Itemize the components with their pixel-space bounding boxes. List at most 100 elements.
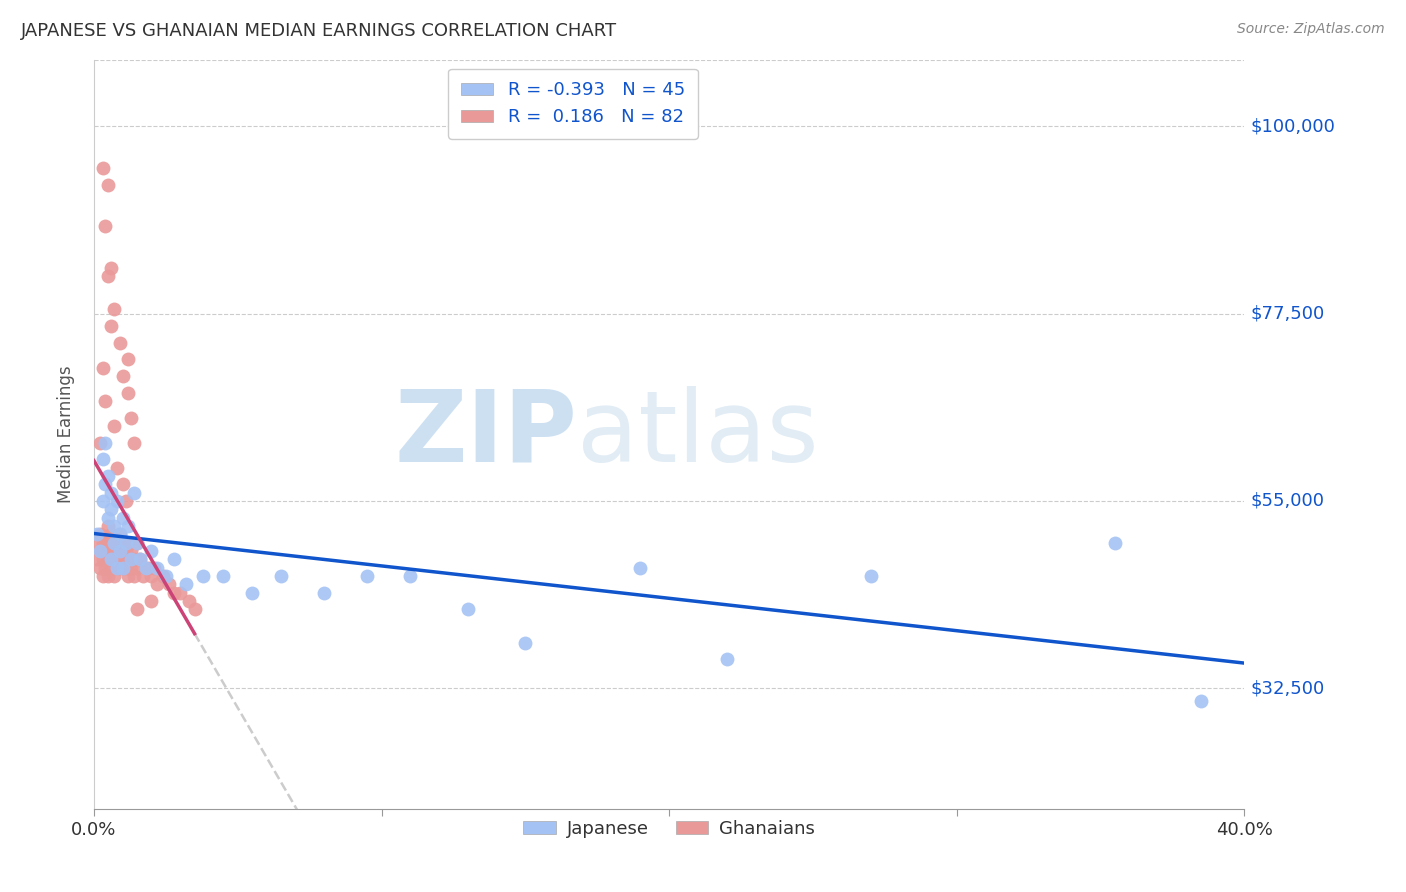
- Point: [114, 494, 136, 508]
- Point: [129, 552, 152, 566]
- Point: [97, 552, 120, 566]
- Text: $77,500: $77,500: [1250, 304, 1324, 323]
- Point: [120, 552, 142, 566]
- Point: [100, 560, 122, 574]
- Point: [97, 269, 120, 284]
- Point: [157, 577, 180, 591]
- Point: [111, 510, 134, 524]
- Point: [105, 560, 128, 574]
- Point: [129, 552, 152, 566]
- Point: [105, 460, 128, 475]
- Point: [120, 560, 142, 574]
- Text: Source: ZipAtlas.com: Source: ZipAtlas.com: [1237, 22, 1385, 37]
- Point: [97, 510, 120, 524]
- Point: [86, 535, 108, 549]
- Text: $32,500: $32,500: [1250, 680, 1324, 698]
- Point: [111, 544, 134, 558]
- Point: [97, 178, 120, 192]
- Point: [312, 585, 335, 599]
- Point: [859, 569, 882, 583]
- Point: [132, 569, 155, 583]
- Point: [97, 519, 120, 533]
- Point: [356, 569, 378, 583]
- Point: [91, 535, 114, 549]
- Point: [108, 527, 131, 541]
- Point: [114, 535, 136, 549]
- Point: [100, 552, 122, 566]
- Point: [103, 535, 125, 549]
- Point: [212, 569, 235, 583]
- Point: [103, 535, 125, 549]
- Point: [89, 544, 111, 558]
- Point: [716, 652, 738, 666]
- Point: [103, 302, 125, 317]
- Point: [105, 560, 128, 574]
- Point: [135, 560, 157, 574]
- Point: [270, 569, 292, 583]
- Point: [108, 560, 131, 574]
- Point: [125, 535, 148, 549]
- Point: [146, 577, 169, 591]
- Point: [111, 560, 134, 574]
- Point: [117, 385, 139, 400]
- Point: [174, 577, 197, 591]
- Point: [103, 544, 125, 558]
- Point: [117, 552, 139, 566]
- Point: [108, 552, 131, 566]
- Point: [155, 569, 177, 583]
- Point: [125, 535, 148, 549]
- Text: $100,000: $100,000: [1250, 117, 1336, 136]
- Point: [111, 552, 134, 566]
- Point: [103, 519, 125, 533]
- Point: [193, 569, 215, 583]
- Point: [91, 452, 114, 467]
- Point: [122, 569, 145, 583]
- Point: [1104, 535, 1126, 549]
- Point: [100, 527, 122, 541]
- Text: JAPANESE VS GHANAIAN MEDIAN EARNINGS CORRELATION CHART: JAPANESE VS GHANAIAN MEDIAN EARNINGS COR…: [21, 22, 617, 40]
- Point: [163, 585, 186, 599]
- Point: [122, 435, 145, 450]
- Point: [138, 560, 160, 574]
- Point: [628, 560, 651, 574]
- Point: [111, 560, 134, 574]
- Point: [135, 560, 157, 574]
- Point: [86, 527, 108, 541]
- Point: [100, 319, 122, 334]
- Point: [94, 219, 117, 234]
- Point: [122, 485, 145, 500]
- Point: [141, 594, 163, 608]
- Point: [97, 469, 120, 483]
- Point: [117, 352, 139, 367]
- Point: [143, 560, 166, 574]
- Point: [105, 494, 128, 508]
- Point: [240, 585, 263, 599]
- Point: [117, 519, 139, 533]
- Point: [86, 552, 108, 566]
- Point: [97, 569, 120, 583]
- Point: [100, 260, 122, 275]
- Point: [141, 569, 163, 583]
- Point: [94, 394, 117, 409]
- Point: [91, 569, 114, 583]
- Text: atlas: atlas: [576, 386, 818, 483]
- Point: [152, 569, 174, 583]
- Point: [114, 535, 136, 549]
- Text: ZIP: ZIP: [394, 386, 576, 483]
- Point: [89, 527, 111, 541]
- Point: [91, 494, 114, 508]
- Point: [146, 560, 169, 574]
- Point: [94, 560, 117, 574]
- Point: [100, 485, 122, 500]
- Point: [94, 435, 117, 450]
- Point: [94, 535, 117, 549]
- Point: [177, 594, 200, 608]
- Point: [100, 502, 122, 516]
- Point: [1189, 694, 1212, 708]
- Point: [114, 544, 136, 558]
- Point: [100, 544, 122, 558]
- Point: [120, 544, 142, 558]
- Point: [111, 535, 134, 549]
- Point: [94, 544, 117, 558]
- Point: [108, 544, 131, 558]
